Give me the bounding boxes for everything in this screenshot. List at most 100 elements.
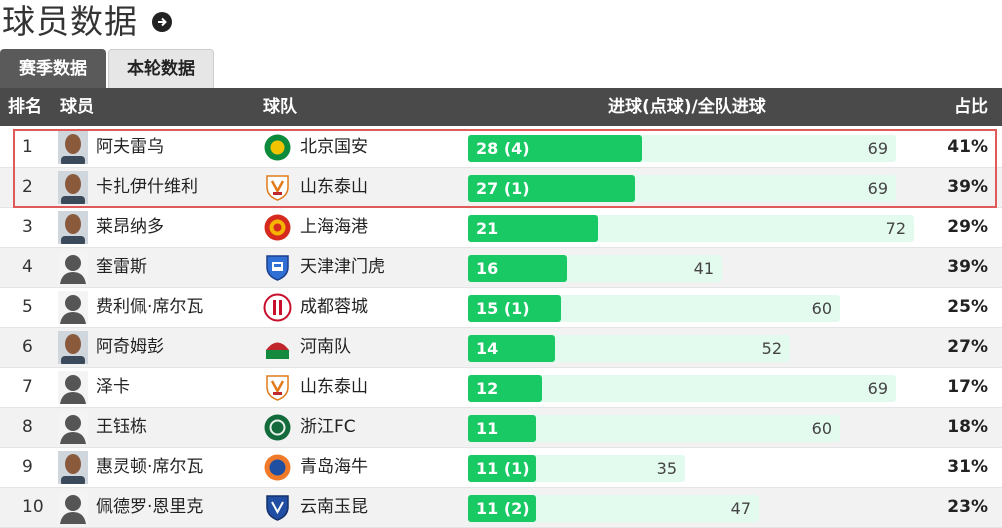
rank: 4 (22, 257, 33, 277)
tab-bar: 赛季数据 本轮数据 (0, 49, 216, 89)
player-name[interactable]: 莱昂纳多 (96, 217, 164, 237)
team-logo-icon (263, 373, 292, 402)
team-logo-icon (263, 493, 292, 522)
rank: 10 (22, 497, 44, 517)
team-name[interactable]: 山东泰山 (300, 177, 368, 197)
rank: 7 (22, 377, 33, 397)
goals-label: 11 (1) (476, 459, 530, 478)
team-logo-icon (263, 253, 292, 282)
table-row: 10 佩德罗·恩里克 云南玉昆 11 (2) 47 23% (0, 488, 1002, 528)
team-goals-label: 52 (761, 339, 782, 358)
team-goals-label: 69 (867, 379, 888, 398)
page-title: 球员数据 (2, 2, 138, 41)
header-player: 球员 (60, 97, 94, 117)
goal-share: 41% (947, 137, 988, 157)
header-ratio: 占比 (954, 97, 988, 117)
table-row: 1 阿夫雷乌 北京国安 28 (4) 69 41% (0, 128, 1002, 168)
player-name[interactable]: 奎雷斯 (96, 257, 147, 277)
table-row: 2 卡扎伊什维利 山东泰山 27 (1) 69 39% (0, 168, 1002, 208)
goal-share: 23% (947, 497, 988, 517)
table-row: 6 阿奇姆彭 河南队 14 52 27% (0, 328, 1002, 368)
arrow-right-circle-icon[interactable] (152, 12, 172, 32)
player-name[interactable]: 费利佩·席尔瓦 (96, 297, 204, 317)
team-name[interactable]: 天津津门虎 (300, 257, 385, 277)
goals-label: 11 (476, 419, 499, 438)
rank: 5 (22, 297, 33, 317)
team-name[interactable]: 上海海港 (300, 217, 368, 237)
player-name[interactable]: 惠灵顿·席尔瓦 (96, 457, 204, 477)
player-avatar (58, 211, 88, 244)
rank: 1 (22, 137, 33, 157)
goals-label: 16 (476, 259, 499, 278)
player-name[interactable]: 泽卡 (96, 377, 130, 397)
player-name[interactable]: 王钰栋 (96, 417, 147, 437)
team-goals-label: 35 (656, 459, 677, 478)
player-avatar (58, 491, 88, 524)
player-goals-bar (468, 255, 567, 282)
player-goals-bar (468, 415, 536, 442)
player-name[interactable]: 阿奇姆彭 (96, 337, 164, 357)
goal-share: 25% (947, 297, 988, 317)
team-name[interactable]: 河南队 (300, 337, 351, 357)
team-logo-icon (263, 293, 292, 322)
rank: 3 (22, 217, 33, 237)
rank: 2 (22, 177, 33, 197)
table-row: 5 费利佩·席尔瓦 成都蓉城 15 (1) 60 25% (0, 288, 1002, 328)
header-rank: 排名 (8, 97, 42, 117)
goals-label: 15 (1) (476, 299, 530, 318)
team-logo-icon (263, 413, 292, 442)
team-logo-icon (263, 333, 292, 362)
table-row: 9 惠灵顿·席尔瓦 青岛海牛 11 (1) 35 31% (0, 448, 1002, 488)
goals-label: 12 (476, 379, 499, 398)
header-team: 球队 (263, 97, 297, 117)
table-row: 3 莱昂纳多 上海海港 21 72 29% (0, 208, 1002, 248)
table-row: 8 王钰栋 浙江FC 11 60 18% (0, 408, 1002, 448)
table-header: 排名 球员 球队 进球(点球)/全队进球 占比 (0, 88, 1002, 126)
team-name[interactable]: 云南玉昆 (300, 497, 368, 517)
player-goals-bar (468, 135, 642, 162)
team-logo-icon (263, 173, 292, 202)
player-goals-bar (468, 335, 555, 362)
player-goals-bar (468, 295, 561, 322)
goal-share: 27% (947, 337, 988, 357)
player-name[interactable]: 佩德罗·恩里克 (96, 497, 204, 517)
team-name[interactable]: 山东泰山 (300, 377, 368, 397)
player-name[interactable]: 阿夫雷乌 (96, 137, 164, 157)
player-goals-bar (468, 175, 635, 202)
goals-label: 27 (1) (476, 179, 530, 198)
player-name[interactable]: 卡扎伊什维利 (96, 177, 198, 197)
team-logo-icon (263, 213, 292, 242)
team-goals-label: 60 (811, 419, 832, 438)
player-goals-bar (468, 495, 536, 522)
team-goals-label: 72 (885, 219, 906, 238)
goals-label: 11 (2) (476, 499, 530, 518)
tab-round-stats[interactable]: 本轮数据 (108, 49, 214, 88)
team-name[interactable]: 浙江FC (300, 417, 356, 437)
player-goals-bar (468, 455, 536, 482)
player-avatar (58, 251, 88, 284)
player-goals-bar (468, 375, 542, 402)
team-name[interactable]: 成都蓉城 (300, 297, 368, 317)
goal-share: 18% (947, 417, 988, 437)
player-avatar (58, 171, 88, 204)
player-goals-bar (468, 215, 598, 242)
rank: 8 (22, 417, 33, 437)
table-row: 7 泽卡 山东泰山 12 69 17% (0, 368, 1002, 408)
goal-share: 31% (947, 457, 988, 477)
team-logo-icon (263, 453, 292, 482)
team-logo-icon (263, 133, 292, 162)
title-row: 球员数据 (0, 0, 172, 44)
goal-share: 39% (947, 177, 988, 197)
goal-share: 29% (947, 217, 988, 237)
header-goals: 进球(点球)/全队进球 (608, 97, 766, 117)
tab-season-stats[interactable]: 赛季数据 (0, 49, 106, 88)
team-name[interactable]: 青岛海牛 (300, 457, 368, 477)
goals-label: 28 (4) (476, 139, 530, 158)
player-table: 1 阿夫雷乌 北京国安 28 (4) 69 41% 2 卡扎伊什维利 山东泰山 27 (1) 69 3… (0, 128, 1002, 528)
team-name[interactable]: 北京国安 (300, 137, 368, 157)
goal-share: 17% (947, 377, 988, 397)
team-goals-label: 69 (867, 139, 888, 158)
table-row: 4 奎雷斯 天津津门虎 16 41 39% (0, 248, 1002, 288)
team-goals-label: 47 (730, 499, 751, 518)
rank: 6 (22, 337, 33, 357)
